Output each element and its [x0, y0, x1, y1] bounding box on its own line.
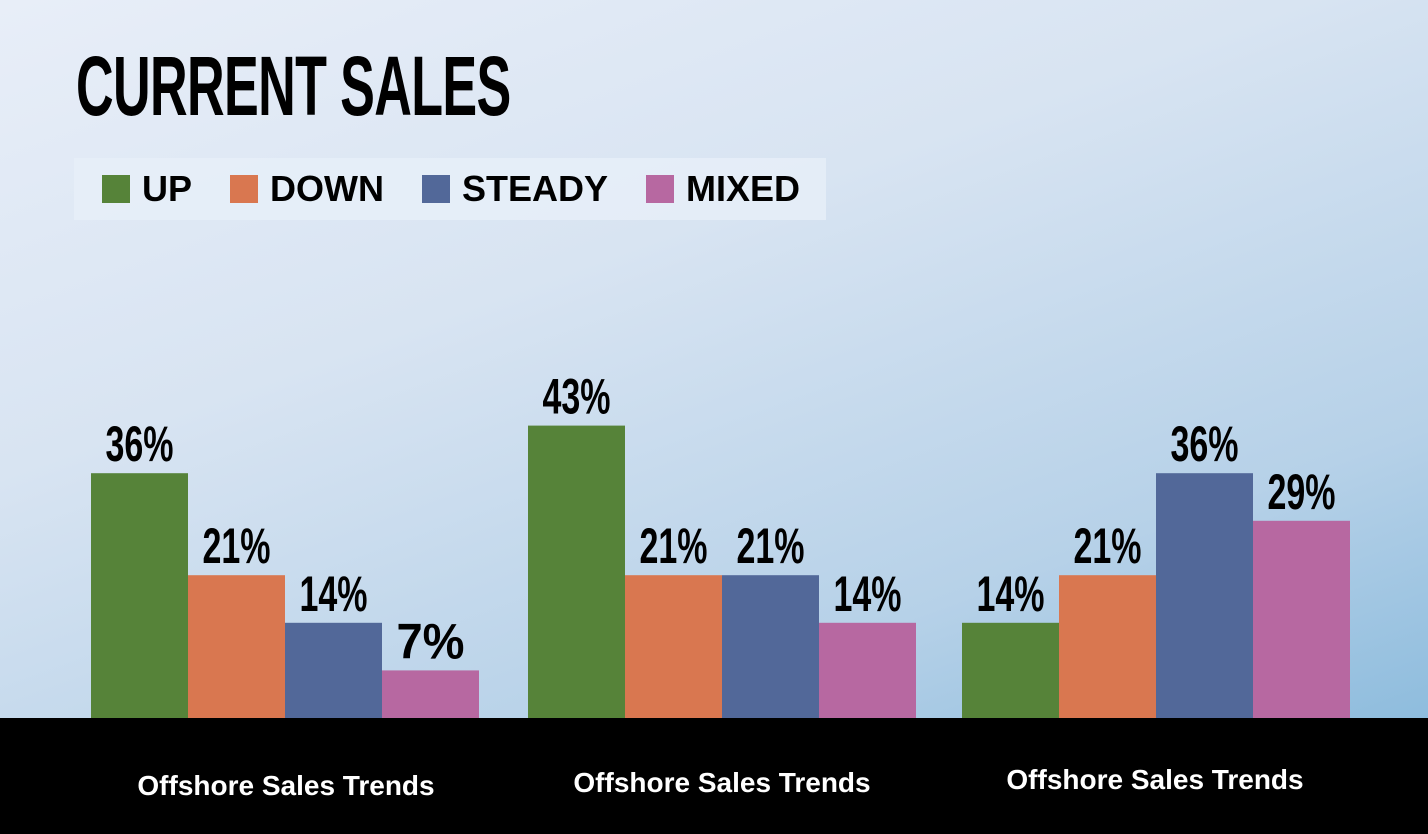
value-label-up-group-1: 36%: [106, 416, 174, 472]
chart-title: CURRENT SALES: [76, 39, 511, 133]
legend-label-down: DOWN: [270, 168, 384, 209]
legend-swatch-steady: [422, 175, 450, 203]
legend-item-down: DOWN: [230, 168, 384, 210]
value-label-up-group-3: 14%: [977, 566, 1045, 622]
legend-label-up: UP: [142, 168, 193, 209]
value-label-steady-group-3: 36%: [1171, 416, 1239, 472]
value-label-up-group-2: 43%: [543, 369, 611, 425]
value-label-mixed-group-2: 14%: [834, 566, 902, 622]
bar-down-group-2: [625, 575, 722, 718]
bar-mixed-group-3: [1253, 520, 1350, 718]
legend-swatch-down: [230, 175, 259, 203]
bar-down-group-3: [1059, 575, 1156, 718]
bar-up-group-2: [528, 425, 625, 718]
bar-steady-group-3: [1156, 473, 1253, 718]
legend-item-up: UP: [102, 168, 192, 210]
category-label-3: Offshore Sales Trends: [1006, 764, 1303, 795]
category-label-1: Offshore Sales Trends: [137, 770, 434, 801]
legend-label-steady: STEADY: [462, 168, 609, 209]
value-label-down-group-2: 21%: [640, 518, 708, 574]
bar-steady-group-2: [722, 575, 819, 718]
category-axis-band: [0, 718, 1428, 834]
value-label-steady-group-2: 21%: [737, 518, 805, 574]
bar-up-group-1: [91, 473, 188, 718]
value-label-mixed-group-3: 29%: [1268, 464, 1336, 520]
legend-item-mixed: MIXED: [646, 168, 800, 210]
value-label-mixed-group-1: 7%: [397, 613, 465, 669]
bar-down-group-1: [188, 575, 285, 718]
value-label-down-group-1: 21%: [203, 518, 271, 574]
legend-swatch-up: [102, 175, 130, 203]
category-label-2: Offshore Sales Trends: [573, 767, 870, 798]
value-label-steady-group-1: 14%: [300, 566, 368, 622]
value-label-down-group-3: 21%: [1074, 518, 1142, 574]
bar-mixed-group-1: [382, 670, 479, 718]
legend-swatch-mixed: [646, 175, 675, 203]
bar-steady-group-1: [285, 622, 382, 718]
bar-up-group-3: [962, 622, 1059, 718]
legend-label-mixed: MIXED: [686, 168, 801, 209]
bar-mixed-group-2: [819, 622, 916, 718]
legend-item-steady: STEADY: [422, 168, 608, 210]
legend: UP DOWN STEADY MIXED: [74, 158, 826, 220]
